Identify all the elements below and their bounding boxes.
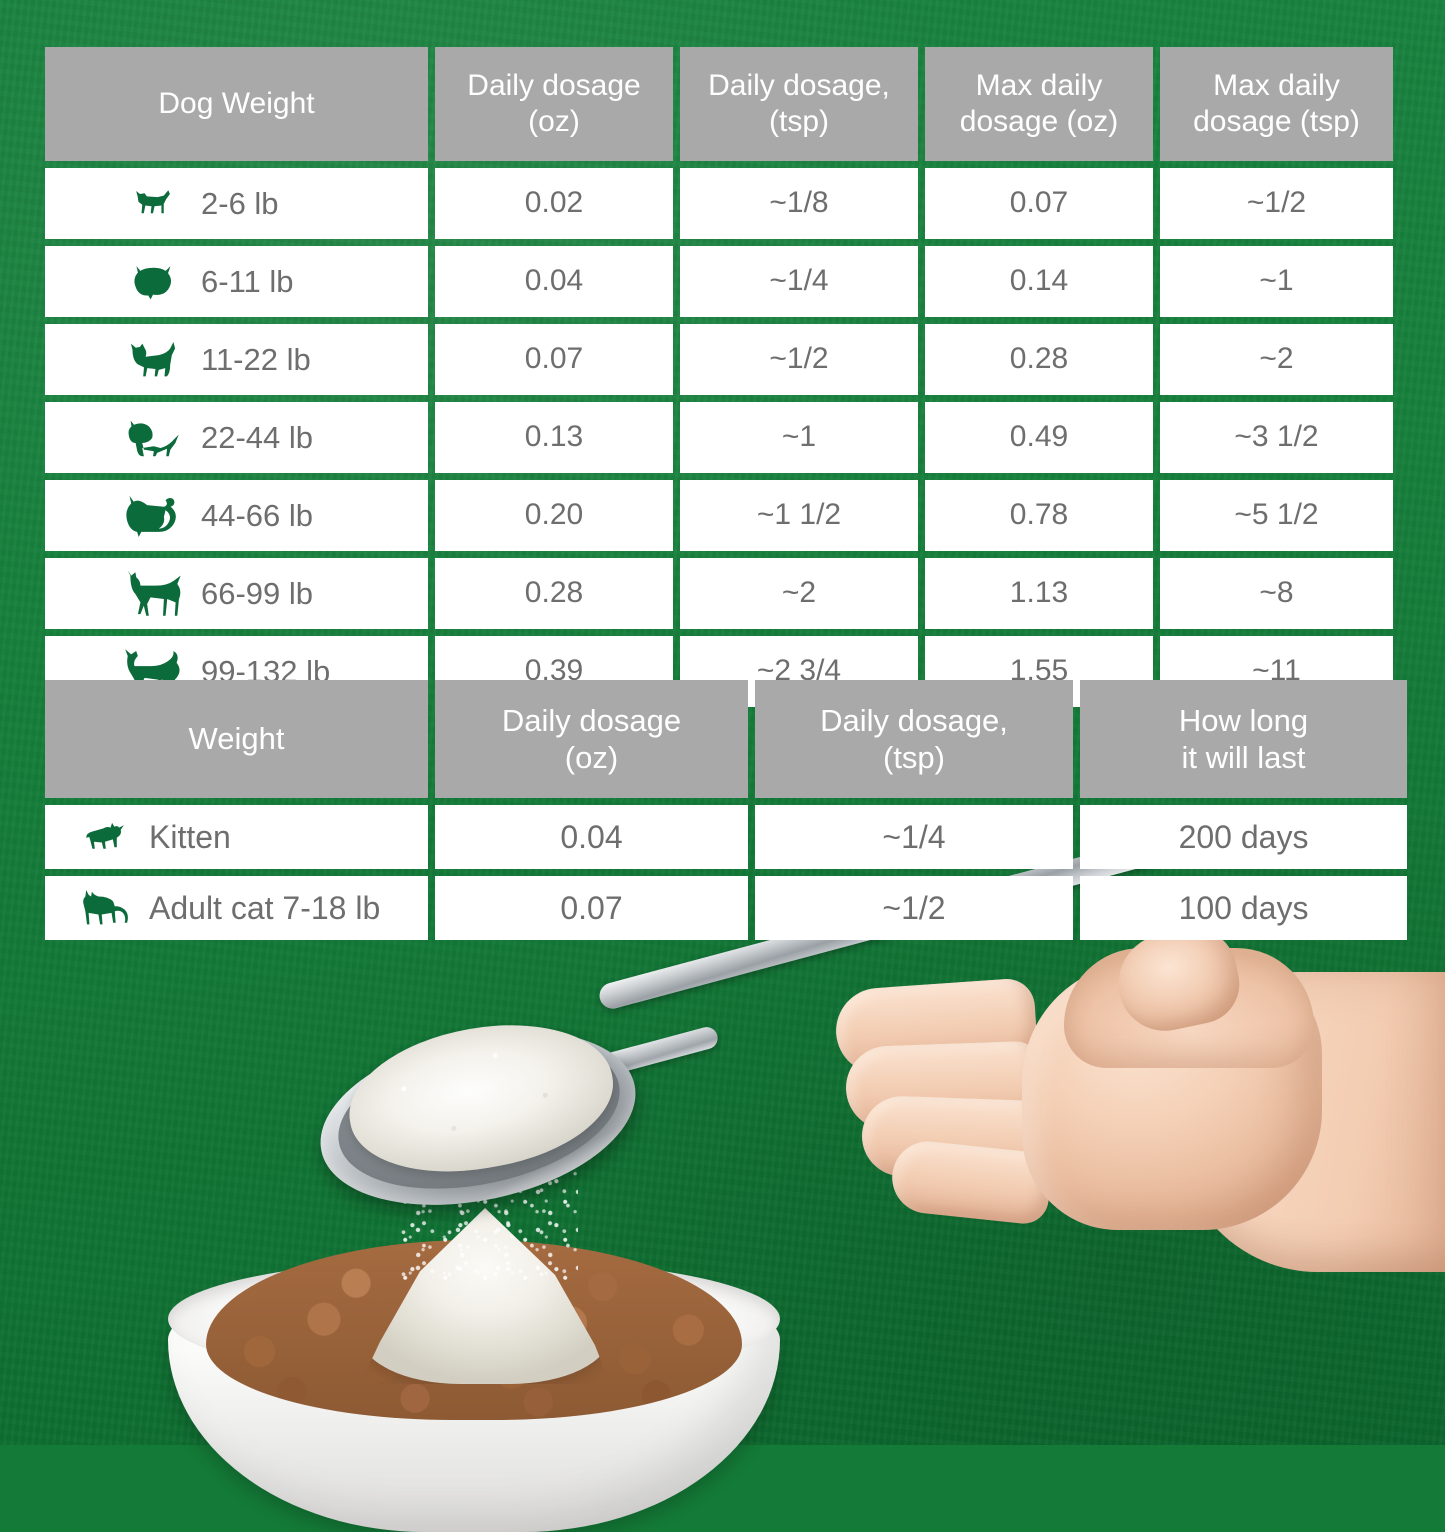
dog-chow-icon (117, 493, 189, 539)
table-row: 22-44 lb (45, 402, 428, 473)
dog-max-oz: 0.14 (925, 246, 1153, 317)
table-row: 11-22 lb (45, 324, 428, 395)
dog-daily-oz: 0.13 (435, 402, 673, 473)
cat-daily-oz: 0.07 (435, 876, 748, 940)
dog-table-header-max-oz: Max daily dosage (oz) (925, 47, 1153, 161)
dog-weight-label: 44-66 lb (201, 497, 314, 533)
dog-weight-label: 66-99 lb (201, 575, 314, 611)
table-row: 66-99 lb (45, 558, 428, 629)
table-row: Adult cat 7-18 lb (45, 876, 428, 940)
dog-pomeranian-icon (117, 263, 189, 301)
table-row: 44-66 lb (45, 480, 428, 551)
dog-max-tsp: ~2 (1160, 324, 1393, 395)
dog-max-tsp: ~1 (1160, 246, 1393, 317)
dog-schnauzer-icon (117, 340, 189, 380)
cat-table-header-weight: Weight (45, 680, 428, 798)
dog-table-header-max-tsp: Max daily dosage (tsp) (1160, 47, 1393, 161)
dog-daily-tsp: ~1/4 (680, 246, 918, 317)
dog-daily-tsp: ~1/8 (680, 168, 918, 239)
cat-daily-oz: 0.04 (435, 805, 748, 869)
cat-table-header-daily-oz: Daily dosage (oz) (435, 680, 748, 798)
dog-daily-oz: 0.07 (435, 324, 673, 395)
dog-spaniel-icon (117, 418, 189, 458)
dog-chihuahua-icon (117, 187, 189, 221)
cat-how-long: 200 days (1080, 805, 1407, 869)
dog-dosage-table: Dog Weight Daily dosage (oz) Daily dosag… (45, 47, 1400, 707)
dog-doberman-icon (117, 570, 189, 618)
dog-weight-label: 6-11 lb (201, 263, 294, 299)
cat-weight-label: Adult cat 7-18 lb (149, 889, 381, 926)
dog-max-oz: 0.49 (925, 402, 1153, 473)
dog-max-oz: 1.13 (925, 558, 1153, 629)
dog-weight-label: 11-22 lb (201, 341, 311, 377)
cat-dosage-table: Weight Daily dosage (oz) Daily dosage, (… (45, 680, 1407, 940)
cat-table-header-daily-tsp: Daily dosage, (tsp) (755, 680, 1073, 798)
dog-max-oz: 0.78 (925, 480, 1153, 551)
dog-table-header-weight: Dog Weight (45, 47, 428, 161)
table-row: 6-11 lb (45, 246, 428, 317)
adult-cat-icon (73, 890, 137, 926)
dog-daily-tsp: ~1 (680, 402, 918, 473)
cat-table-header-how-long: How long it will last (1080, 680, 1407, 798)
cat-weight-label: Kitten (149, 818, 231, 855)
table-row: Kitten (45, 805, 428, 869)
dog-daily-oz: 0.04 (435, 246, 673, 317)
table-row: 2-6 lb (45, 168, 428, 239)
dog-daily-oz: 0.20 (435, 480, 673, 551)
dog-table-header-daily-oz: Daily dosage (oz) (435, 47, 673, 161)
dog-daily-tsp: ~1/2 (680, 324, 918, 395)
dog-max-tsp: ~8 (1160, 558, 1393, 629)
cat-daily-tsp: ~1/2 (755, 876, 1073, 940)
dog-max-oz: 0.28 (925, 324, 1153, 395)
dog-max-oz: 0.07 (925, 168, 1153, 239)
dog-max-tsp: ~1/2 (1160, 168, 1393, 239)
cat-how-long: 100 days (1080, 876, 1407, 940)
dog-daily-tsp: ~1 1/2 (680, 480, 918, 551)
dog-weight-label: 2-6 lb (201, 185, 279, 221)
kitten-icon (73, 822, 137, 852)
dog-table-header-daily-tsp: Daily dosage, (tsp) (680, 47, 918, 161)
product-photo (0, 0, 1445, 1445)
dog-daily-oz: 0.28 (435, 558, 673, 629)
dog-daily-tsp: ~2 (680, 558, 918, 629)
dog-max-tsp: ~5 1/2 (1160, 480, 1393, 551)
cat-daily-tsp: ~1/4 (755, 805, 1073, 869)
dog-daily-oz: 0.02 (435, 168, 673, 239)
dog-max-tsp: ~3 1/2 (1160, 402, 1393, 473)
dog-weight-label: 22-44 lb (201, 419, 314, 455)
